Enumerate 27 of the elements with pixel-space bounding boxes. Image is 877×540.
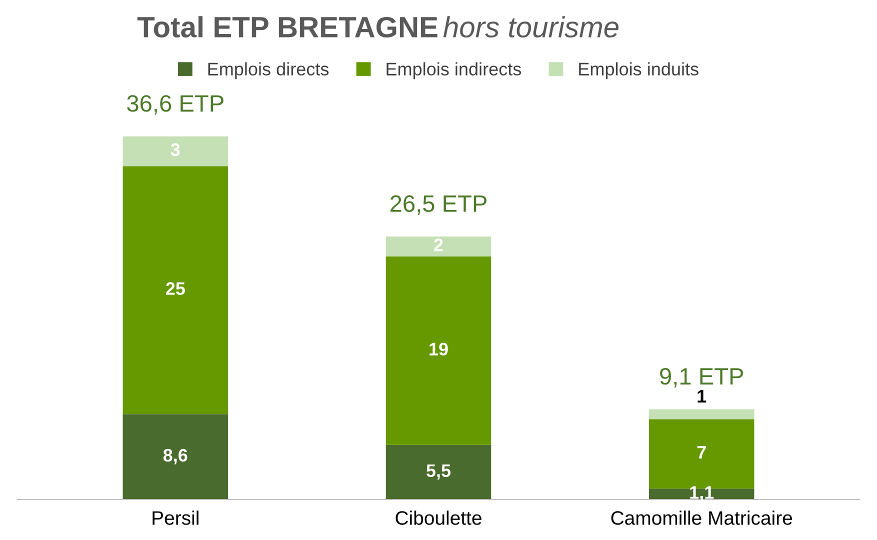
data-label: 19 <box>430 342 448 356</box>
legend-label: Emplois indirects <box>386 62 522 80</box>
bar <box>386 256 492 445</box>
legend-label: Emplois induits <box>579 62 698 80</box>
legend-label: Emplois directs <box>208 62 329 80</box>
bar <box>122 414 228 500</box>
x-tick-label: Camomille Matricaire <box>611 510 792 525</box>
bar <box>386 444 492 500</box>
chart-title: Total ETP BRETAGNE <box>137 16 438 38</box>
chart-subtitle: hors tourisme <box>443 16 618 38</box>
total-label: 26,5 ETP <box>390 195 486 215</box>
bar <box>122 136 228 166</box>
bar <box>122 166 228 414</box>
total-label: 9,1 ETP <box>660 368 744 388</box>
x-tick-label: Ciboulette <box>396 510 482 525</box>
data-label: 2 <box>434 238 443 252</box>
data-label: 25 <box>166 282 185 295</box>
data-label: 8,6 <box>163 448 188 464</box>
bar <box>386 236 492 256</box>
total-label: 36,6 ETP <box>127 95 224 115</box>
x-tick-label: Persil <box>152 510 198 525</box>
data-label: 5,5 <box>426 464 451 480</box>
data-label: 7 <box>697 446 706 459</box>
bar <box>648 409 754 420</box>
data-label: 3 <box>170 143 180 156</box>
data-label: 1 <box>698 390 706 402</box>
data-label: 1,1 <box>690 486 714 502</box>
